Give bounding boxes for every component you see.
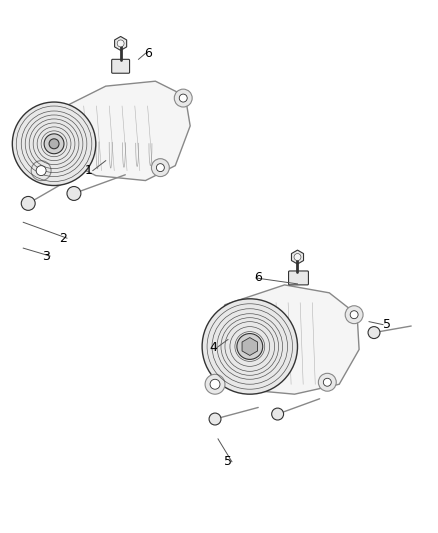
Circle shape	[174, 89, 192, 107]
Polygon shape	[291, 250, 304, 264]
Circle shape	[210, 379, 220, 389]
Circle shape	[21, 197, 35, 211]
Circle shape	[49, 139, 59, 149]
Polygon shape	[210, 285, 359, 394]
Circle shape	[12, 102, 96, 185]
Text: 3: 3	[42, 249, 50, 263]
Circle shape	[272, 408, 283, 420]
Text: 1: 1	[85, 164, 93, 177]
Circle shape	[294, 254, 301, 261]
Polygon shape	[46, 81, 190, 181]
Circle shape	[350, 311, 358, 319]
Polygon shape	[115, 36, 127, 51]
Circle shape	[179, 94, 187, 102]
Text: 5: 5	[383, 318, 391, 331]
Circle shape	[345, 306, 363, 324]
Text: 2: 2	[59, 232, 67, 245]
Circle shape	[237, 334, 263, 359]
Text: 4: 4	[209, 341, 217, 354]
Circle shape	[67, 187, 81, 200]
Circle shape	[152, 159, 170, 176]
Circle shape	[36, 166, 46, 175]
Text: 5: 5	[224, 455, 232, 469]
Circle shape	[323, 378, 331, 386]
FancyBboxPatch shape	[289, 271, 308, 285]
Circle shape	[368, 327, 380, 338]
Circle shape	[202, 299, 297, 394]
Text: 6: 6	[254, 271, 261, 285]
Polygon shape	[242, 337, 258, 356]
Text: 6: 6	[145, 47, 152, 60]
Circle shape	[44, 134, 64, 154]
Circle shape	[205, 374, 225, 394]
Circle shape	[209, 413, 221, 425]
FancyBboxPatch shape	[112, 59, 130, 73]
Circle shape	[31, 160, 51, 181]
Circle shape	[156, 164, 164, 172]
Circle shape	[117, 40, 124, 47]
Circle shape	[318, 373, 336, 391]
